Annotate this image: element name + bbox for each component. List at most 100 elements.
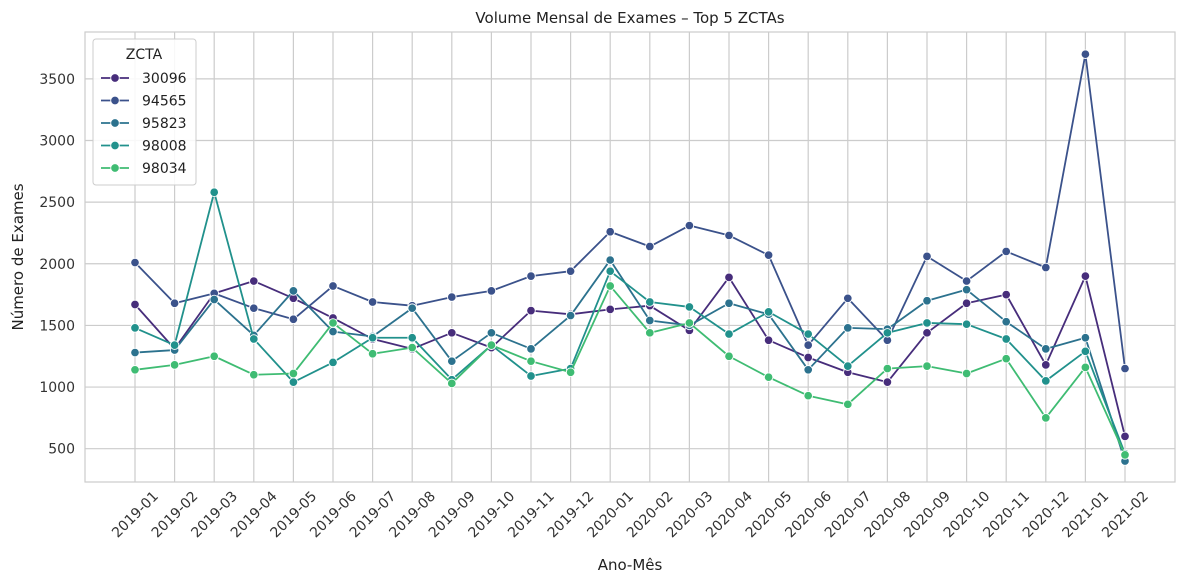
data-point bbox=[1001, 289, 1011, 300]
data-point bbox=[1001, 316, 1011, 327]
legend-items: 30096 94565 95823 98008 98034 bbox=[101, 71, 187, 177]
data-point bbox=[724, 298, 734, 308]
data-point bbox=[288, 286, 299, 296]
plot-frame bbox=[84, 31, 1176, 483]
data-point bbox=[961, 298, 972, 308]
data-point bbox=[922, 361, 932, 371]
data-point bbox=[882, 363, 893, 374]
data-point bbox=[684, 220, 695, 231]
data-point bbox=[407, 342, 417, 353]
legend-label: 30096 bbox=[142, 71, 187, 87]
data-point bbox=[565, 310, 576, 321]
data-point bbox=[843, 323, 853, 333]
legend-marker bbox=[110, 118, 120, 128]
data-point bbox=[961, 284, 972, 295]
series-94565 bbox=[130, 49, 1130, 374]
data-point bbox=[526, 356, 536, 366]
data-point bbox=[130, 299, 140, 310]
data-point bbox=[526, 271, 536, 281]
data-point bbox=[565, 367, 576, 378]
data-point bbox=[447, 378, 457, 389]
data-point bbox=[486, 328, 497, 338]
data-point bbox=[605, 304, 615, 315]
data-point bbox=[1080, 346, 1091, 357]
legend-marker bbox=[110, 163, 120, 173]
data-point bbox=[288, 377, 299, 387]
series-line bbox=[134, 53, 1126, 369]
data-point bbox=[1120, 450, 1130, 460]
data-point bbox=[1080, 362, 1091, 373]
series-line bbox=[134, 275, 1126, 437]
y-axis-label: Número de Exames bbox=[9, 183, 27, 330]
data-point bbox=[249, 334, 259, 344]
legend-item: 98008 bbox=[101, 139, 187, 155]
data-point bbox=[1001, 246, 1011, 257]
data-point bbox=[724, 351, 734, 361]
data-point bbox=[605, 281, 615, 291]
data-point bbox=[605, 266, 615, 276]
data-point bbox=[447, 356, 457, 366]
data-point bbox=[447, 292, 457, 302]
data-point bbox=[447, 328, 457, 338]
data-point bbox=[961, 319, 972, 329]
data-point bbox=[328, 326, 338, 337]
data-point bbox=[130, 323, 140, 333]
series-lines bbox=[130, 49, 1130, 466]
data-point bbox=[1001, 353, 1011, 364]
data-point bbox=[763, 307, 774, 317]
y-tick-label: 500 bbox=[48, 442, 75, 458]
data-point bbox=[526, 371, 536, 381]
series-line bbox=[134, 285, 1126, 456]
data-point bbox=[486, 286, 497, 296]
data-point bbox=[407, 303, 417, 313]
y-tick-label: 1500 bbox=[39, 318, 75, 334]
data-point bbox=[843, 293, 853, 304]
data-point bbox=[486, 340, 497, 350]
legend-item: 30096 bbox=[101, 71, 187, 87]
legend-label: 95823 bbox=[142, 116, 187, 132]
data-point bbox=[763, 335, 774, 345]
data-point bbox=[684, 302, 695, 312]
data-point bbox=[209, 187, 219, 198]
data-point bbox=[803, 329, 813, 339]
y-tick-label: 2000 bbox=[39, 257, 75, 273]
data-point bbox=[367, 333, 378, 343]
legend-marker bbox=[110, 73, 120, 83]
data-point bbox=[209, 294, 219, 305]
data-point bbox=[803, 365, 813, 375]
data-point bbox=[130, 365, 140, 375]
data-point bbox=[249, 369, 259, 380]
data-point bbox=[1080, 49, 1091, 59]
legend-label: 98008 bbox=[142, 139, 187, 155]
data-point bbox=[288, 314, 299, 325]
data-point bbox=[724, 329, 734, 339]
data-point bbox=[526, 344, 536, 354]
data-point bbox=[209, 351, 219, 361]
y-tick-label: 3000 bbox=[39, 133, 75, 149]
data-point bbox=[288, 368, 299, 379]
data-point bbox=[1041, 376, 1051, 386]
legend-item: 95823 bbox=[101, 116, 187, 132]
data-point bbox=[249, 303, 259, 313]
y-tick-label: 3500 bbox=[39, 72, 75, 88]
legend-label: 98034 bbox=[142, 161, 187, 177]
legend-label: 94565 bbox=[142, 94, 187, 110]
data-point bbox=[803, 340, 813, 350]
data-point bbox=[803, 390, 813, 401]
data-point bbox=[605, 255, 615, 265]
data-point bbox=[605, 226, 615, 237]
series-line bbox=[134, 259, 1126, 462]
data-point bbox=[1041, 344, 1051, 354]
data-point bbox=[328, 357, 338, 368]
data-point bbox=[763, 372, 774, 382]
data-point bbox=[565, 266, 576, 276]
data-point bbox=[922, 251, 932, 262]
data-point bbox=[922, 296, 932, 306]
data-point bbox=[645, 297, 655, 307]
legend-marker bbox=[110, 140, 120, 151]
data-point bbox=[803, 352, 813, 363]
data-point bbox=[645, 328, 655, 338]
data-point bbox=[1080, 333, 1091, 343]
legend-title: ZCTA bbox=[126, 47, 163, 63]
